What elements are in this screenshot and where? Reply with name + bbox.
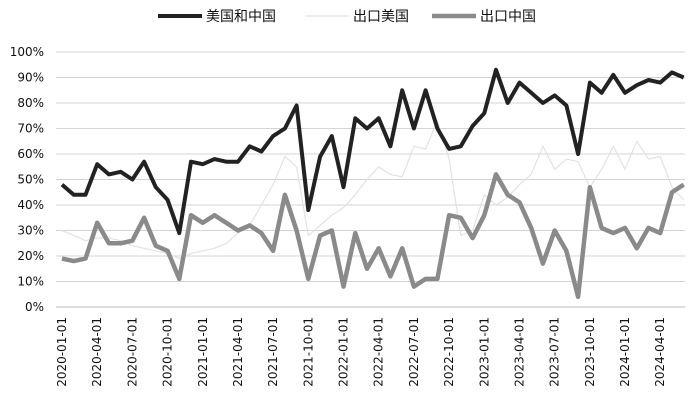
x-tick-label: 2020-10-01 xyxy=(161,317,175,387)
legend-label: 美国和中国 xyxy=(206,9,276,25)
x-tick-label: 2024-04-01 xyxy=(653,317,667,387)
x-tick-label: 2022-10-01 xyxy=(442,317,456,387)
x-tick-label: 2021-10-01 xyxy=(301,317,315,387)
x-tick-label: 2023-01-01 xyxy=(477,317,491,387)
y-tick-label: 80% xyxy=(17,96,44,110)
legend-label: 出口中国 xyxy=(480,9,536,25)
y-tick-label: 20% xyxy=(17,249,44,263)
series-line xyxy=(61,172,685,300)
x-tick-label: 2022-01-01 xyxy=(337,317,351,387)
y-tick-label: 0% xyxy=(25,300,44,314)
y-tick-label: 60% xyxy=(17,147,44,161)
x-tick-label: 2021-01-01 xyxy=(196,317,210,387)
y-tick-label: 50% xyxy=(17,173,44,187)
x-tick-label: 2020-01-01 xyxy=(55,317,69,387)
y-tick-label: 90% xyxy=(17,71,44,85)
y-tick-label: 100% xyxy=(10,45,44,59)
x-tick-label: 2022-04-01 xyxy=(372,317,386,387)
series-line xyxy=(60,67,685,236)
x-tick-label: 2021-07-01 xyxy=(266,317,280,387)
x-tick-label: 2023-07-01 xyxy=(548,317,562,387)
x-tick-label: 2023-04-01 xyxy=(512,317,526,387)
x-tick-label: 2021-04-01 xyxy=(231,317,245,387)
y-tick-label: 10% xyxy=(17,275,44,289)
x-tick-label: 2023-10-01 xyxy=(583,317,597,387)
x-tick-label: 2024-01-01 xyxy=(618,317,632,387)
y-tick-label: 40% xyxy=(17,198,44,212)
y-tick-label: 30% xyxy=(17,224,44,238)
legend-label: 出口美国 xyxy=(353,9,409,25)
y-tick-label: 70% xyxy=(17,122,44,136)
series-line xyxy=(61,120,685,260)
x-tick-label: 2020-07-01 xyxy=(125,317,139,387)
x-tick-label: 2022-07-01 xyxy=(407,317,421,387)
x-tick-label: 2020-04-01 xyxy=(90,317,104,387)
